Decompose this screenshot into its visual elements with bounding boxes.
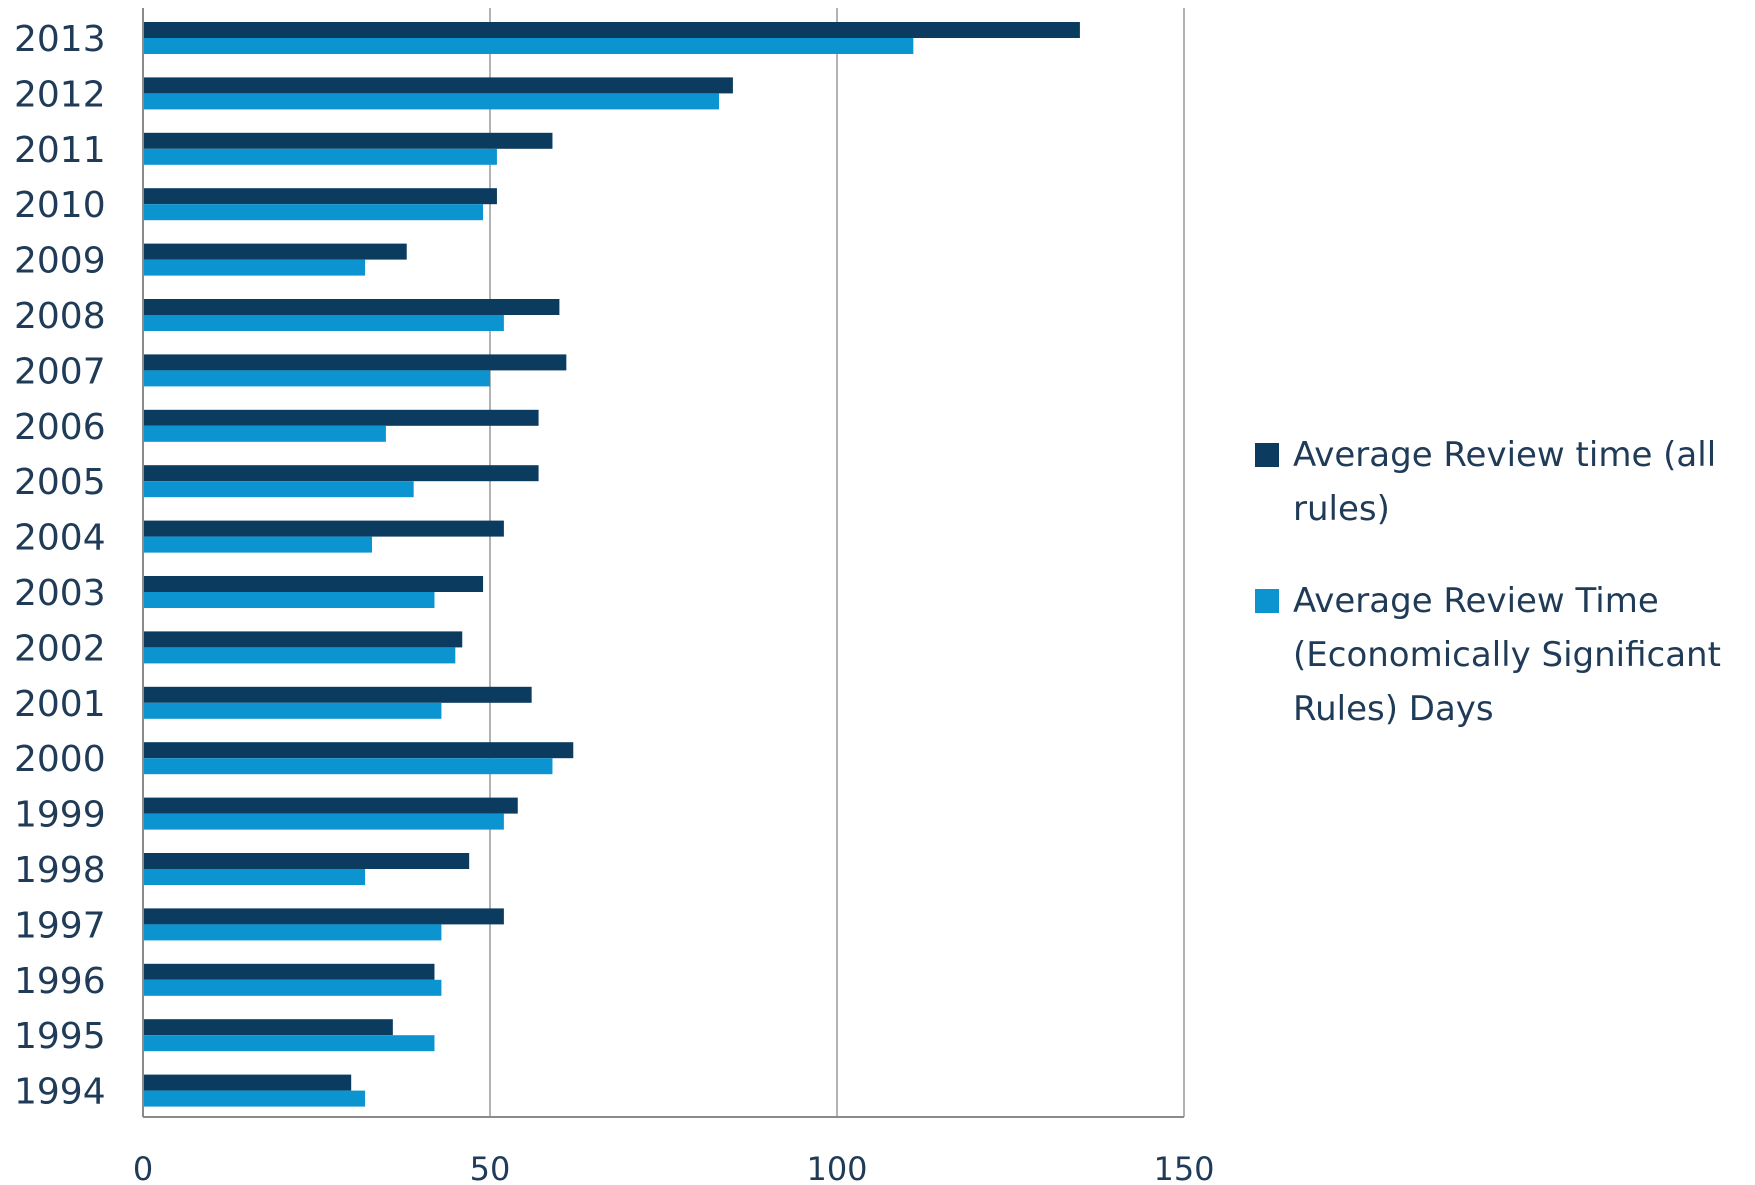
y-tick-label-1999: 1999	[14, 795, 106, 836]
bar-all-rules-1996	[143, 963, 435, 980]
bar-all-rules-2001	[143, 686, 532, 703]
y-tick-label-2010: 2010	[14, 185, 106, 226]
bar-econ-significant-1994	[143, 1090, 366, 1107]
bar-econ-significant-2005	[143, 481, 414, 498]
bar-econ-significant-2008	[143, 315, 504, 331]
bar-econ-significant-2000	[143, 758, 553, 775]
bar-all-rules-2000	[143, 742, 574, 759]
bar-all-rules-2009	[143, 243, 407, 260]
bar-all-rules-2006	[143, 409, 539, 426]
axes	[142, 8, 1184, 1118]
legend: Average Review time (all rules) Average …	[1255, 428, 1755, 774]
y-tick-label-2004: 2004	[14, 518, 106, 559]
bar-econ-significant-2011	[143, 148, 497, 165]
bar-all-rules-2010	[143, 188, 497, 205]
bar-econ-significant-2001	[143, 702, 442, 719]
bar-econ-significant-2013	[143, 38, 914, 54]
y-tick-label-2001: 2001	[14, 684, 106, 725]
y-tick-label-2000: 2000	[14, 739, 106, 780]
bar-all-rules-2007	[143, 354, 567, 371]
y-tick-label-2012: 2012	[14, 74, 106, 115]
y-tick-label-2009: 2009	[14, 241, 106, 282]
legend-item-all-rules: Average Review time (all rules)	[1255, 428, 1755, 536]
bar-econ-significant-1996	[143, 979, 442, 996]
y-tick-label-2002: 2002	[14, 628, 106, 669]
bar-all-rules-2011	[143, 132, 553, 149]
bar-econ-significant-1999	[143, 813, 504, 830]
x-tick-label-150: 150	[1153, 1150, 1214, 1185]
bars	[143, 22, 1080, 1107]
x-tick-label-100: 100	[806, 1150, 867, 1185]
y-tick-label-1995: 1995	[14, 1016, 106, 1057]
bar-all-rules-1997	[143, 908, 504, 925]
bar-econ-significant-2007	[143, 370, 490, 387]
legend-label-all-rules: Average Review time (all rules)	[1293, 435, 1717, 529]
bar-all-rules-2013	[143, 22, 1080, 38]
legend-swatch-econ-significant	[1255, 589, 1279, 613]
y-tick-label-2005: 2005	[14, 462, 106, 503]
bar-econ-significant-2002	[143, 647, 456, 664]
y-tick-label-2013: 2013	[14, 19, 106, 60]
bar-all-rules-2004	[143, 520, 504, 537]
y-tick-label-2006: 2006	[14, 407, 106, 448]
bar-all-rules-2003	[143, 576, 484, 592]
y-tick-label-2011: 2011	[14, 130, 106, 171]
bar-econ-significant-2006	[143, 425, 386, 442]
legend-item-econ-significant: Average Review Time (Economically Signif…	[1255, 574, 1755, 736]
y-tick-label-2003: 2003	[14, 573, 106, 614]
bar-all-rules-1994	[143, 1074, 352, 1091]
bar-all-rules-2008	[143, 299, 560, 315]
bar-econ-significant-1997	[143, 924, 442, 941]
legend-swatch-all-rules	[1255, 443, 1279, 467]
legend-label-econ-significant: Average Review Time (Economically Signif…	[1293, 581, 1721, 729]
bar-econ-significant-2004	[143, 536, 373, 553]
bar-econ-significant-2012	[143, 93, 720, 110]
bar-econ-significant-1995	[143, 1035, 435, 1052]
bar-all-rules-1999	[143, 797, 518, 814]
y-tick-label-1994: 1994	[14, 1072, 106, 1113]
y-tick-label-2008: 2008	[14, 296, 106, 337]
gridlines	[489, 8, 1185, 1117]
bar-econ-significant-2009	[143, 259, 366, 276]
y-tick-label-1996: 1996	[14, 961, 106, 1002]
x-tick-label-0: 0	[133, 1150, 153, 1185]
bar-all-rules-1998	[143, 853, 470, 869]
bar-econ-significant-2003	[143, 592, 435, 608]
x-tick-labels: 0 50 100 150	[133, 1150, 1215, 1185]
bar-econ-significant-2010	[143, 204, 484, 221]
bar-econ-significant-1998	[143, 869, 366, 885]
bar-all-rules-1995	[143, 1019, 393, 1036]
x-tick-label-50: 50	[470, 1150, 511, 1185]
y-tick-label-1998: 1998	[14, 850, 106, 891]
bar-all-rules-2002	[143, 631, 463, 648]
bar-all-rules-2012	[143, 77, 733, 94]
bar-all-rules-2005	[143, 465, 539, 482]
y-tick-labels: 2013 2012 2011 2010 2009 2008 2007 2006 2005 2004…	[14, 19, 106, 1113]
y-tick-label-1997: 1997	[14, 905, 106, 946]
y-tick-label-2007: 2007	[14, 351, 106, 392]
